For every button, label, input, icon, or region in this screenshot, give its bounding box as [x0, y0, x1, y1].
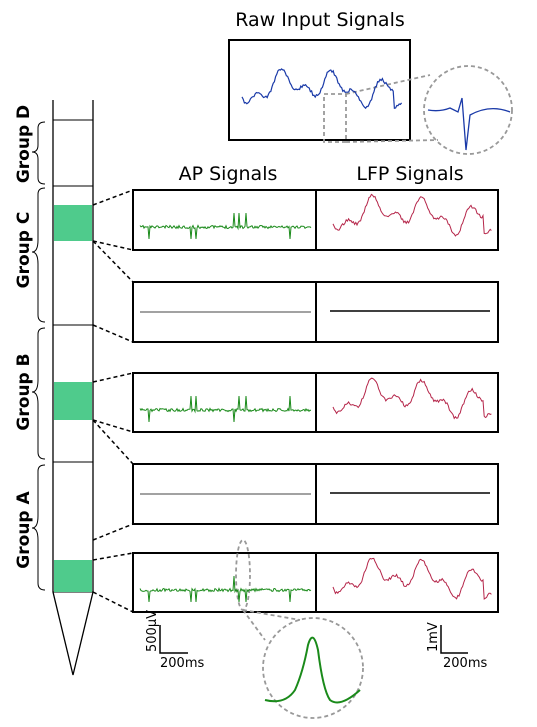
- group-label: Group B: [14, 353, 34, 430]
- recording-sites: [54, 205, 92, 592]
- group-label: Group D: [14, 105, 34, 183]
- scale-label: 1mV: [426, 622, 441, 652]
- scale-label: 500µV: [145, 610, 160, 652]
- column-header: AP Signals: [179, 163, 278, 185]
- group-label: Group C: [14, 212, 34, 289]
- group-label: Group A: [14, 490, 34, 568]
- lfp-trace: [332, 557, 492, 600]
- connectors: [92, 189, 134, 613]
- raw-title: Raw Input Signals: [235, 9, 405, 31]
- ap-zoom-trace: [264, 636, 361, 704]
- ap-trace: [139, 212, 312, 240]
- ap-trace: [139, 395, 312, 423]
- scale-label: 200ms: [160, 656, 204, 671]
- zoom-callouts: [235, 65, 513, 719]
- probe: [52, 100, 94, 676]
- ap-trace: [139, 575, 312, 603]
- signal-boxes: [132, 39, 499, 613]
- raw-trace: [241, 68, 403, 110]
- ap-scale-bar: [159, 625, 188, 654]
- layout: [31, 39, 513, 719]
- raw-zoom-trace: [427, 97, 511, 151]
- lfp-scale-bar: [440, 625, 468, 654]
- lfp-trace: [332, 377, 492, 420]
- probe-dividers: [53, 119, 93, 593]
- lfp-trace: [332, 193, 492, 237]
- group-braces: [31, 121, 46, 591]
- traces: [139, 68, 511, 704]
- column-header: LFP Signals: [356, 163, 463, 185]
- scale-label: 200ms: [443, 656, 487, 671]
